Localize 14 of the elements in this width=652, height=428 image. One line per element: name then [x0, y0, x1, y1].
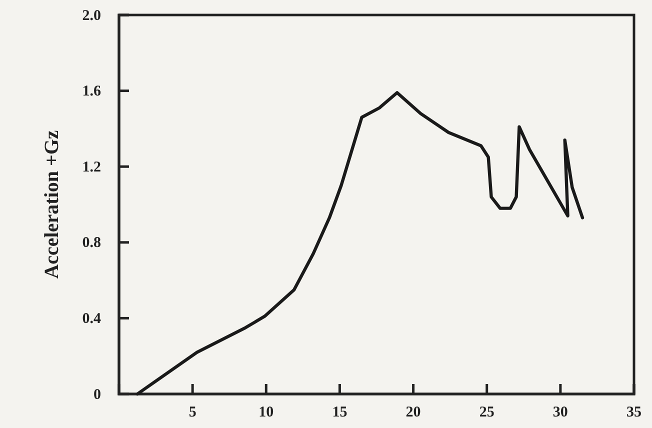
- x-tick-label: 20: [406, 404, 421, 421]
- y-axis-title: Acceleration +Gz: [41, 130, 63, 279]
- x-tick-label: 35: [626, 404, 642, 421]
- x-tick-label: 10: [258, 404, 274, 421]
- x-tick-label: 25: [479, 404, 494, 421]
- y-tick-label: 2.0: [82, 8, 101, 24]
- y-tick-label: 0.4: [82, 311, 102, 327]
- y-tick-label: 1.6: [82, 84, 102, 100]
- y-tick-label: 0.8: [82, 235, 101, 252]
- x-tick-label: 15: [332, 404, 348, 421]
- y-tick-label: 0: [94, 386, 101, 403]
- x-tick-label: 30: [552, 404, 568, 421]
- y-tick-label: 1.2: [82, 159, 101, 176]
- x-tick-label: 5: [188, 404, 196, 421]
